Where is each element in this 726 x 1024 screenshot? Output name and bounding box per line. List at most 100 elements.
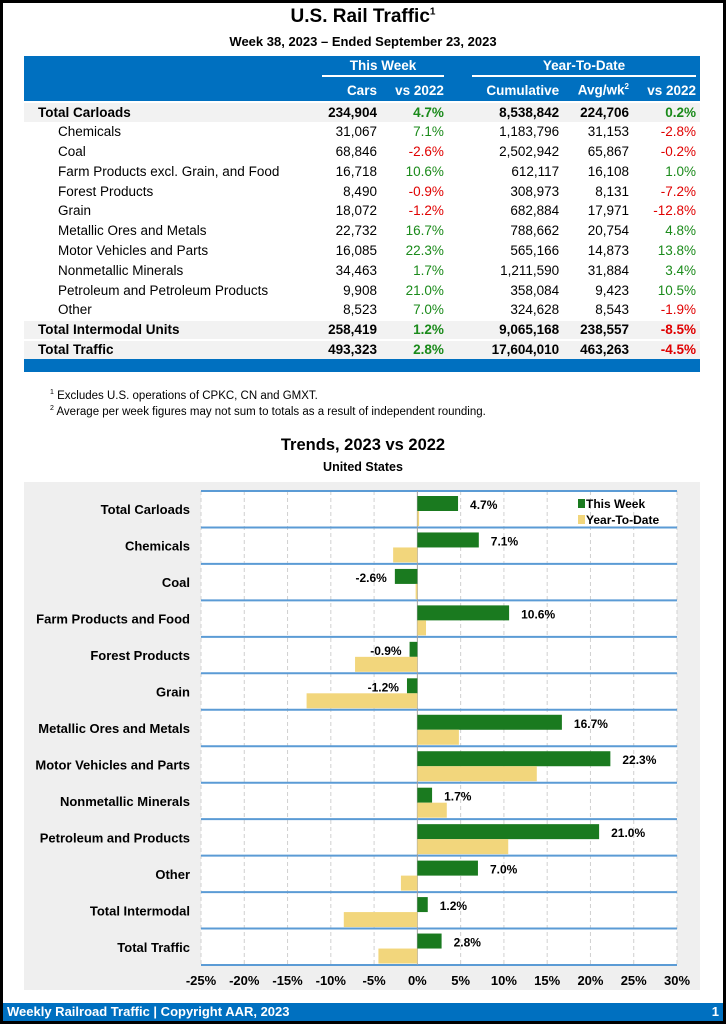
page-title: U.S. Rail Traffic1 xyxy=(290,6,436,27)
x-tick-label: -15% xyxy=(272,973,303,988)
vs2022-value: 4.7% xyxy=(380,101,448,122)
cars-value: 68,846 xyxy=(314,141,381,162)
row-label: Nonmetallic Minerals xyxy=(24,260,314,281)
ytd-vs2022-value: -2.8% xyxy=(632,121,700,142)
bar-this-week xyxy=(417,532,479,548)
spacer xyxy=(447,299,468,320)
row-label: Motor Vehicles and Parts xyxy=(24,240,314,261)
vs2022-value: 7.0% xyxy=(380,299,448,320)
row-label: Farm Products excl. Grain, and Food xyxy=(24,161,314,182)
x-tick-label: 25% xyxy=(621,973,647,988)
avgwk-value: 238,557 xyxy=(563,318,633,340)
ytd-vs2022-value: -0.2% xyxy=(632,141,700,162)
legend-label: This Week xyxy=(586,497,645,511)
footnote-2: 2 Average per week figures may not sum t… xyxy=(50,405,486,418)
chart-subtitle: United States xyxy=(323,460,403,474)
cumulative-value: 8,538,842 xyxy=(467,101,564,122)
col-vs2022: vs 2022 xyxy=(395,82,444,98)
x-tick-label: 20% xyxy=(577,973,603,988)
ytd-vs2022-value: -8.5% xyxy=(632,318,700,340)
avgwk-value: 17,971 xyxy=(563,200,633,221)
data-label: 16.7% xyxy=(574,717,608,731)
x-tick-label: 5% xyxy=(451,973,470,988)
cumulative-value: 2,502,942 xyxy=(467,141,564,162)
bar-this-week xyxy=(406,678,418,694)
bar-ytd xyxy=(343,912,418,928)
bar-this-week xyxy=(417,714,562,730)
spacer xyxy=(447,101,468,122)
x-tick-label: 0% xyxy=(408,973,427,988)
bar-ytd xyxy=(417,729,459,745)
row-label: Other xyxy=(24,299,314,320)
category-label: Grain xyxy=(156,685,190,700)
spacer xyxy=(447,260,468,281)
cumulative-value: 1,183,796 xyxy=(467,121,564,142)
vs2022-value: -2.6% xyxy=(380,141,448,162)
table-column-header: Cars vs 2022 Cumulative Avg/wk2 vs 2022 xyxy=(24,79,700,102)
x-tick-label: -5% xyxy=(363,973,387,988)
vs2022-value: 21.0% xyxy=(380,280,448,300)
ytd-vs2022-value: 0.2% xyxy=(632,101,700,122)
data-label: 22.3% xyxy=(622,753,656,767)
category-label: Nonmetallic Minerals xyxy=(60,794,190,809)
avgwk-value: 8,131 xyxy=(563,181,633,201)
table-row: Metallic Ores and Metals 22,732 16.7% 788,6… xyxy=(24,220,700,241)
vs2022-value: 10.6% xyxy=(380,161,448,182)
table-row: Total Carloads 234,904 4.7% 8,538,842 224,70… xyxy=(24,101,700,122)
cumulative-value: 9,065,168 xyxy=(467,318,564,340)
bar-this-week xyxy=(417,605,510,621)
cars-value: 16,085 xyxy=(314,240,381,261)
avgwk-value: 14,873 xyxy=(563,240,633,261)
category-label: Other xyxy=(155,867,190,882)
bar-this-week xyxy=(409,641,418,657)
page-footer: Weekly Railroad Traffic | Copyright AAR,… xyxy=(3,1003,723,1021)
cumulative-value: 788,662 xyxy=(467,220,564,241)
cumulative-value: 324,628 xyxy=(467,299,564,320)
bar-this-week xyxy=(417,496,459,511)
table-row: Grain 18,072 -1.2% 682,884 17,971 -12.8% xyxy=(24,200,700,221)
cars-value: 258,419 xyxy=(314,318,381,340)
bar-ytd xyxy=(417,839,509,855)
table-group-header: This Week Year-To-Date xyxy=(24,56,700,79)
avgwk-value: 20,754 xyxy=(563,220,633,241)
vs2022-value: 1.2% xyxy=(380,318,448,340)
spacer xyxy=(447,338,468,360)
table-row: Coal 68,846 -2.6% 2,502,942 65,867 -0.2% xyxy=(24,141,700,162)
bar-this-week xyxy=(417,933,442,949)
table-row: Petroleum and Petroleum Products 9,908 21.… xyxy=(24,280,700,300)
data-label: 1.2% xyxy=(440,899,468,913)
spacer xyxy=(447,220,468,241)
table-row: Nonmetallic Minerals 34,463 1.7% 1,211,590 3… xyxy=(24,260,700,281)
bar-ytd xyxy=(400,875,418,891)
cars-value: 8,523 xyxy=(314,299,381,320)
bar-ytd xyxy=(415,583,418,599)
cars-value: 34,463 xyxy=(314,260,381,281)
row-label: Petroleum and Petroleum Products xyxy=(24,280,314,300)
footer-text: Weekly Railroad Traffic | Copyright AAR,… xyxy=(7,1004,290,1019)
vs2022-value: 1.7% xyxy=(380,260,448,281)
cumulative-value: 682,884 xyxy=(467,200,564,221)
page-subtitle: Week 38, 2023 – Ended September 23, 2023 xyxy=(229,34,497,49)
x-tick-label: 15% xyxy=(534,973,560,988)
row-label: Total Carloads xyxy=(24,101,314,122)
table-row: Forest Products 8,490 -0.9% 308,973 8,131 -7.… xyxy=(24,181,700,201)
table-row: Motor Vehicles and Parts 16,085 22.3% 565,1… xyxy=(24,240,700,261)
cars-value: 16,718 xyxy=(314,161,381,182)
row-label: Forest Products xyxy=(24,181,314,201)
cumulative-value: 308,973 xyxy=(467,181,564,201)
spacer xyxy=(447,240,468,261)
ytd-vs2022-value: -4.5% xyxy=(632,338,700,360)
cars-value: 234,904 xyxy=(314,101,381,122)
cumulative-value: 358,084 xyxy=(467,280,564,300)
avgwk-value: 9,423 xyxy=(563,280,633,300)
spacer xyxy=(447,121,468,142)
cumulative-value: 1,211,590 xyxy=(467,260,564,281)
group-ytd: Year-To-Date xyxy=(471,58,696,77)
bar-this-week xyxy=(417,824,600,840)
chart-title: Trends, 2023 vs 2022 xyxy=(280,436,446,454)
ytd-vs2022-value: -7.2% xyxy=(632,181,700,201)
vs2022-value: 22.3% xyxy=(380,240,448,261)
category-label: Farm Products and Food xyxy=(36,612,190,627)
col-ytd-vs2022: vs 2022 xyxy=(647,82,696,98)
